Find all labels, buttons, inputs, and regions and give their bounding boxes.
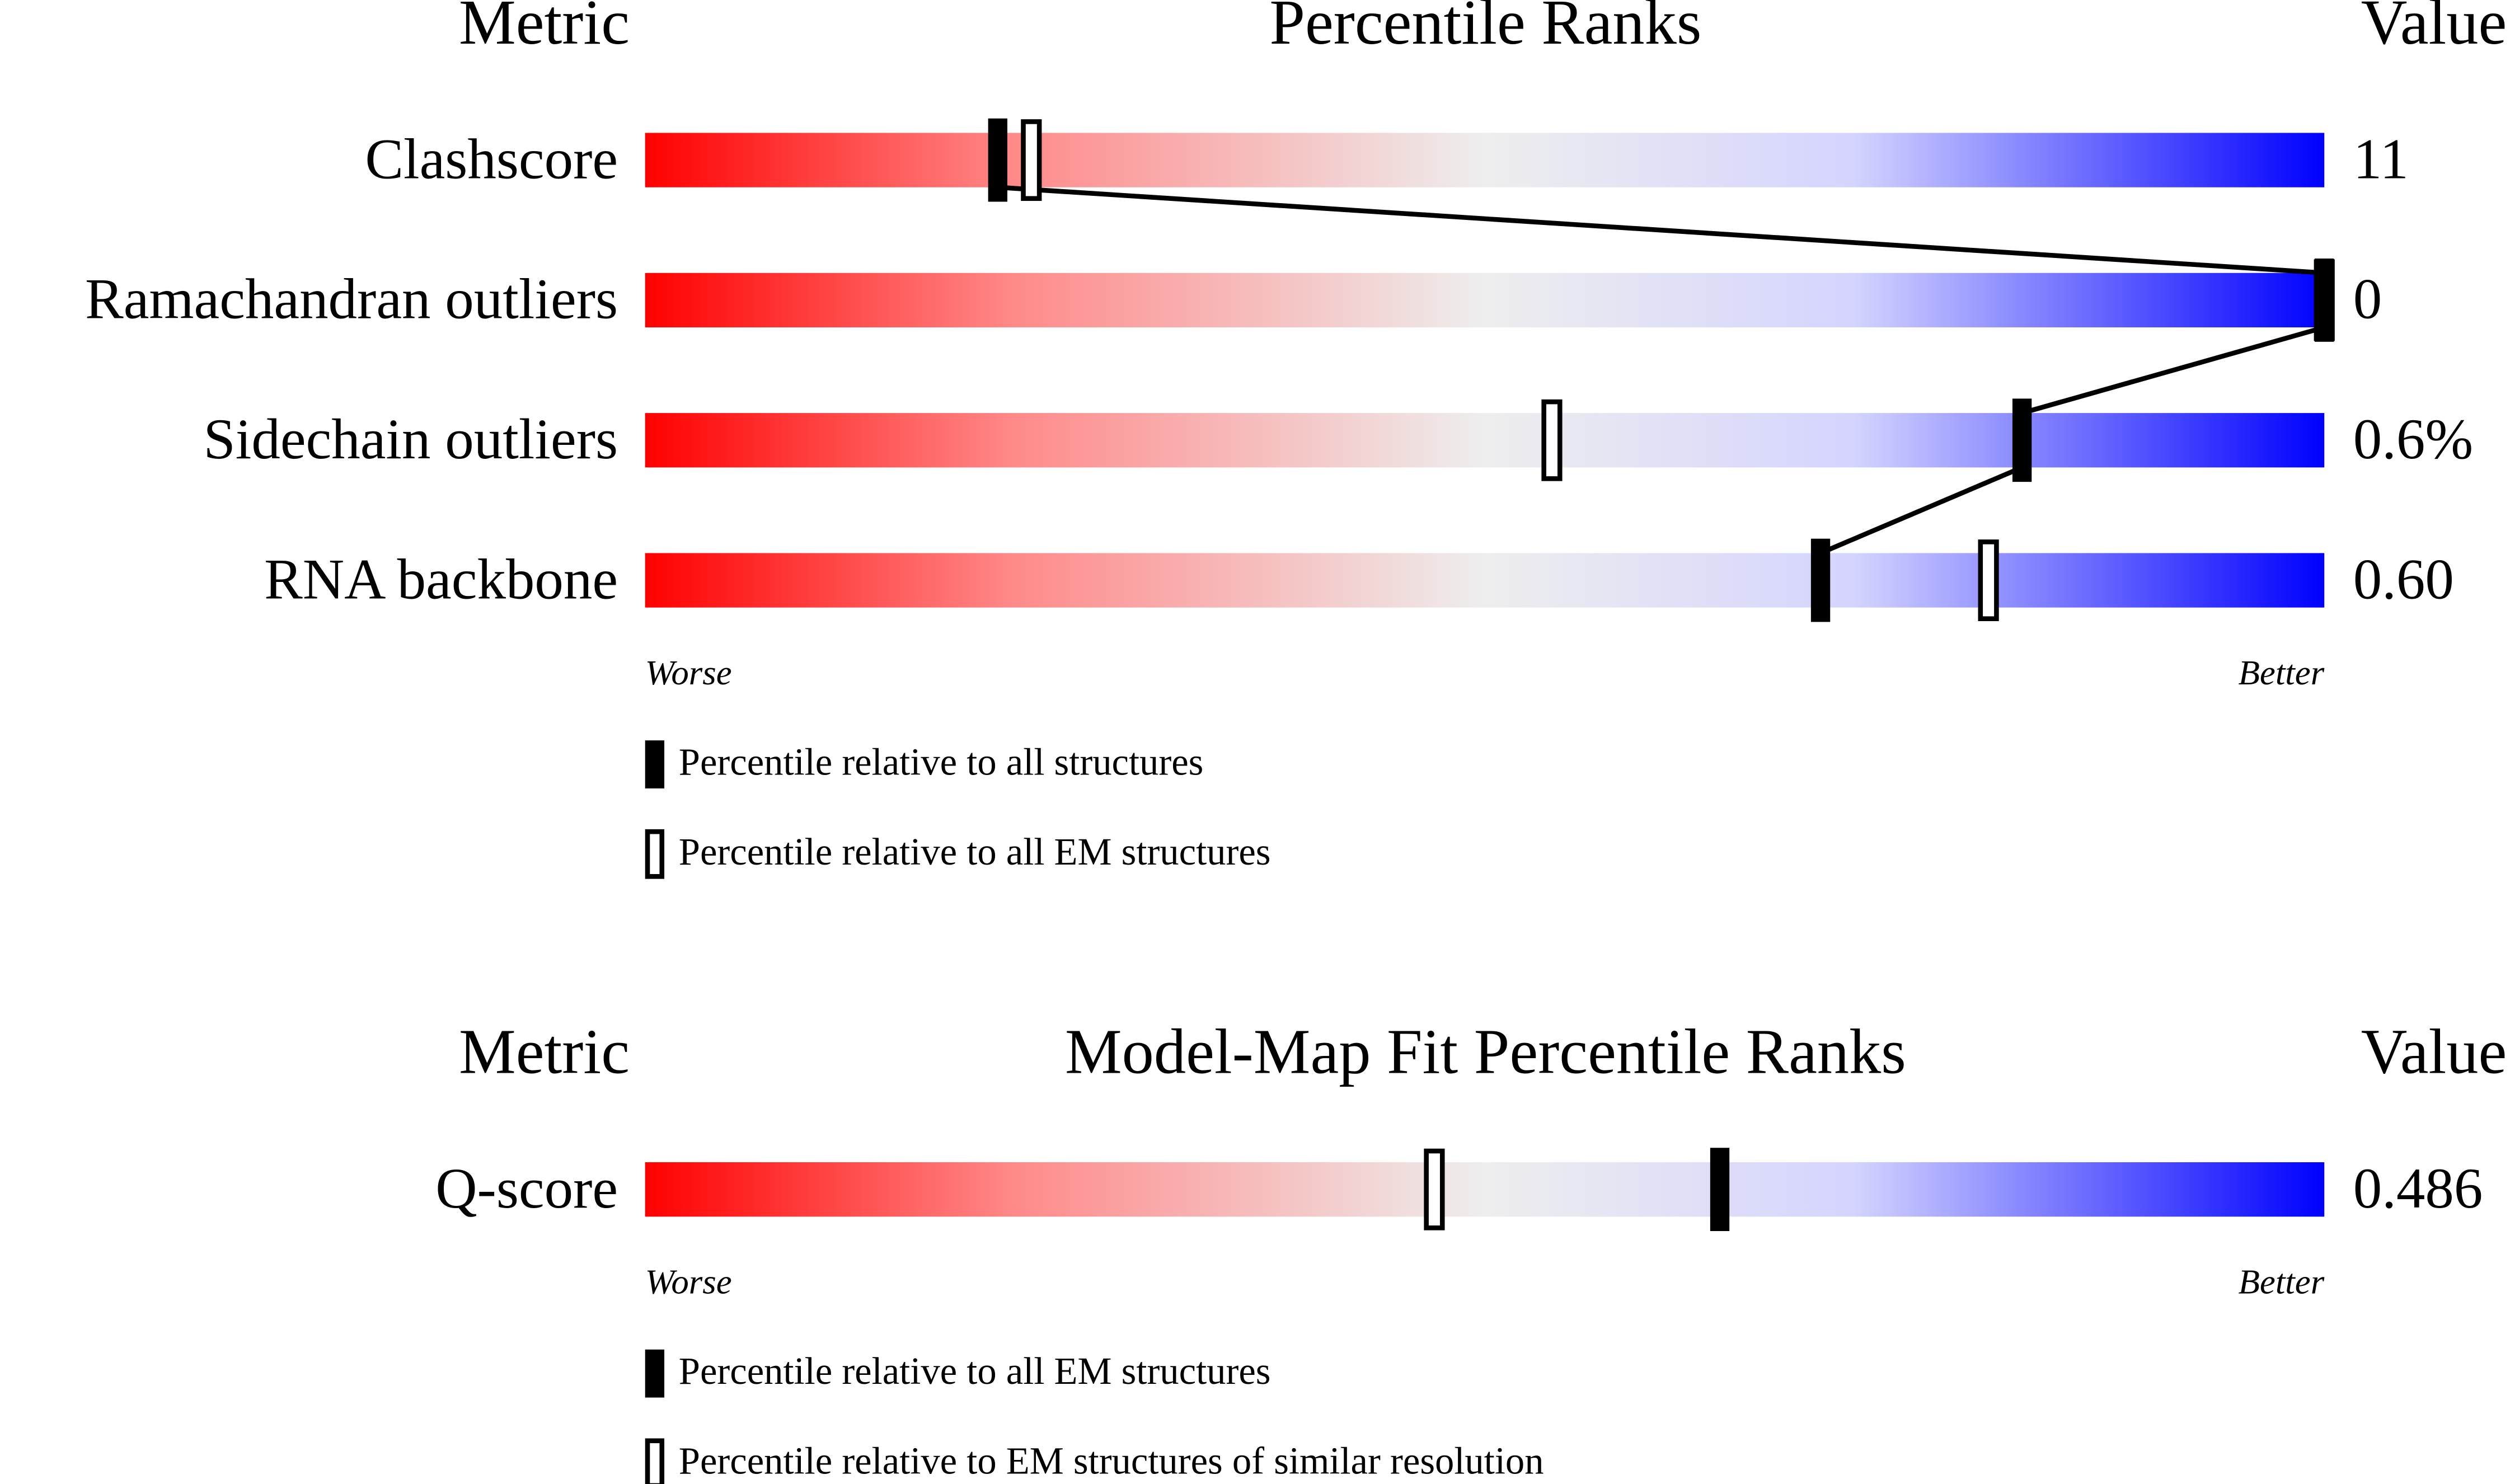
value-header: Value (2361, 0, 2507, 58)
high-label: Better (2238, 1262, 2324, 1302)
percentile-marker (2012, 398, 2032, 482)
metric-value: 11 (2353, 127, 2409, 191)
metric-label: RNA backbone (264, 547, 618, 611)
metric-value: 0 (2353, 267, 2382, 331)
metric-label: Ramachandran outliers (85, 267, 618, 331)
percentile-marker-open (1424, 1148, 1445, 1231)
percentile-marker (988, 118, 1007, 202)
metric-header: Metric (459, 1016, 630, 1087)
chart-title: Percentile Ranks (1269, 0, 1701, 58)
legend-swatch (645, 1438, 665, 1484)
legend-swatch (645, 1349, 665, 1398)
metric-header: Metric (459, 0, 630, 58)
chart-title: Model-Map Fit Percentile Ranks (1065, 1016, 1906, 1087)
legend-label: Percentile relative to all EM structures (679, 1350, 1271, 1392)
percentile-marker (1810, 538, 1831, 622)
legend-swatch (645, 740, 665, 788)
metric-label: Q-score (435, 1157, 618, 1220)
connector-line (997, 185, 2327, 556)
percentile-marker (1710, 1148, 1730, 1231)
slider-bar (645, 413, 2325, 468)
metric-value: 0.486 (2353, 1157, 2483, 1220)
percentile-marker-open (1978, 539, 1999, 622)
low-label: Worse (645, 1262, 732, 1302)
legend-label: Percentile relative to all EM structures (679, 830, 1271, 873)
slider-bar (645, 133, 2325, 187)
value-header: Value (2361, 1016, 2507, 1087)
percentile-marker-open (1021, 119, 1042, 201)
metric-value: 0.6% (2353, 407, 2473, 471)
metric-label: Sidechain outliers (203, 407, 618, 471)
legend-label: Percentile relative to all structures (679, 741, 1204, 783)
percentile-marker-open (1541, 399, 1563, 481)
slider-bar (645, 1162, 2325, 1217)
percentile-marker (2315, 259, 2334, 342)
metric-value: 0.60 (2353, 547, 2454, 611)
low-label: Worse (645, 653, 732, 692)
slider-bar (645, 273, 2325, 328)
metric-label: Clashscore (365, 127, 618, 191)
slider-bar (645, 553, 2325, 608)
legend-swatch (645, 829, 665, 879)
legend-label: Percentile relative to EM structures of … (679, 1439, 1544, 1482)
high-label: Better (2238, 653, 2324, 692)
